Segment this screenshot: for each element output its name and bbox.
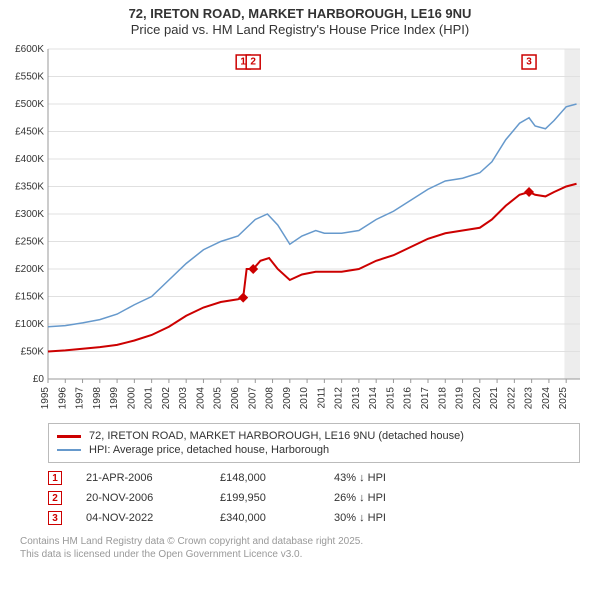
event-row-2: 2 20-NOV-2006 £199,950 26% ↓ HPI	[48, 491, 580, 505]
svg-text:£500K: £500K	[15, 99, 44, 110]
svg-text:2022: 2022	[506, 387, 517, 410]
svg-text:2006: 2006	[230, 387, 241, 410]
svg-text:2000: 2000	[126, 387, 137, 410]
event-diff-2: 26% ↓ HPI	[334, 492, 386, 504]
svg-text:2016: 2016	[403, 387, 414, 410]
legend-row-hpi: HPI: Average price, detached house, Harb…	[57, 444, 571, 456]
svg-text:2025: 2025	[558, 387, 569, 410]
title-block: 72, IRETON ROAD, MARKET HARBOROUGH, LE16…	[0, 0, 600, 39]
legend-box: 72, IRETON ROAD, MARKET HARBOROUGH, LE16…	[48, 423, 580, 463]
footer: Contains HM Land Registry data © Crown c…	[20, 535, 580, 561]
event-date-1: 21-APR-2006	[86, 472, 196, 484]
svg-text:£600K: £600K	[15, 44, 44, 55]
legend-label-price-paid: 72, IRETON ROAD, MARKET HARBOROUGH, LE16…	[89, 430, 464, 442]
svg-text:2023: 2023	[524, 387, 535, 410]
svg-text:2005: 2005	[213, 387, 224, 410]
svg-text:2021: 2021	[489, 387, 500, 410]
svg-text:2001: 2001	[144, 387, 155, 410]
event-price-2: £199,950	[220, 492, 310, 504]
svg-text:£350K: £350K	[15, 182, 44, 193]
svg-text:2020: 2020	[472, 387, 483, 410]
svg-text:2010: 2010	[299, 387, 310, 410]
event-price-3: £340,000	[220, 512, 310, 524]
legend-swatch-blue	[57, 449, 81, 451]
svg-text:2013: 2013	[351, 387, 362, 410]
legend-swatch-red	[57, 435, 81, 438]
svg-text:£300K: £300K	[15, 209, 44, 220]
svg-text:£150K: £150K	[15, 292, 44, 303]
footer-line-1: Contains HM Land Registry data © Crown c…	[20, 535, 580, 548]
svg-text:£50K: £50K	[21, 347, 45, 358]
svg-text:2: 2	[250, 57, 256, 68]
svg-text:1999: 1999	[109, 387, 120, 410]
svg-text:2017: 2017	[420, 387, 431, 410]
svg-text:2015: 2015	[385, 387, 396, 410]
svg-text:2002: 2002	[161, 387, 172, 410]
svg-text:2009: 2009	[282, 387, 293, 410]
event-price-1: £148,000	[220, 472, 310, 484]
svg-text:£250K: £250K	[15, 237, 44, 248]
svg-text:£100K: £100K	[15, 319, 44, 330]
event-date-2: 20-NOV-2006	[86, 492, 196, 504]
svg-text:2004: 2004	[195, 387, 206, 410]
svg-text:2003: 2003	[178, 387, 189, 410]
svg-text:2007: 2007	[247, 387, 258, 410]
svg-text:2012: 2012	[334, 387, 345, 410]
svg-text:2019: 2019	[455, 387, 466, 410]
svg-text:1995: 1995	[40, 387, 51, 410]
svg-text:1996: 1996	[57, 387, 68, 410]
event-row-1: 1 21-APR-2006 £148,000 43% ↓ HPI	[48, 471, 580, 485]
svg-text:2024: 2024	[541, 387, 552, 410]
event-diff-1: 43% ↓ HPI	[334, 472, 386, 484]
legend-label-hpi: HPI: Average price, detached house, Harb…	[89, 444, 329, 456]
svg-text:£550K: £550K	[15, 72, 44, 83]
event-date-3: 04-NOV-2022	[86, 512, 196, 524]
event-row-3: 3 04-NOV-2022 £340,000 30% ↓ HPI	[48, 511, 580, 525]
svg-text:2014: 2014	[368, 387, 379, 410]
chart-container: 72, IRETON ROAD, MARKET HARBOROUGH, LE16…	[0, 0, 600, 590]
svg-text:£0: £0	[33, 374, 45, 385]
svg-text:1997: 1997	[75, 387, 86, 410]
event-diff-3: 30% ↓ HPI	[334, 512, 386, 524]
event-marker-1: 1	[48, 471, 62, 485]
footer-line-2: This data is licensed under the Open Gov…	[20, 548, 580, 561]
svg-text:£450K: £450K	[15, 127, 44, 138]
svg-text:3: 3	[526, 57, 532, 68]
svg-text:1998: 1998	[92, 387, 103, 410]
chart-area: £0 £50K £100K £150K £200K £250K £300K £350K £400…	[0, 39, 600, 419]
svg-text:£200K: £200K	[15, 264, 44, 275]
title-line-2: Price paid vs. HM Land Registry's House …	[10, 22, 590, 37]
event-marker-2: 2	[48, 491, 62, 505]
chart-svg: £0 £50K £100K £150K £200K £250K £300K £350K £400…	[0, 39, 600, 419]
events-table: 1 21-APR-2006 £148,000 43% ↓ HPI 2 20-NO…	[48, 471, 580, 525]
svg-text:2008: 2008	[265, 387, 276, 410]
event-marker-3: 3	[48, 511, 62, 525]
svg-text:2011: 2011	[316, 387, 327, 409]
svg-text:2018: 2018	[437, 387, 448, 410]
title-line-1: 72, IRETON ROAD, MARKET HARBOROUGH, LE16…	[10, 6, 590, 21]
legend-row-price-paid: 72, IRETON ROAD, MARKET HARBOROUGH, LE16…	[57, 430, 571, 442]
svg-text:£400K: £400K	[15, 154, 44, 165]
